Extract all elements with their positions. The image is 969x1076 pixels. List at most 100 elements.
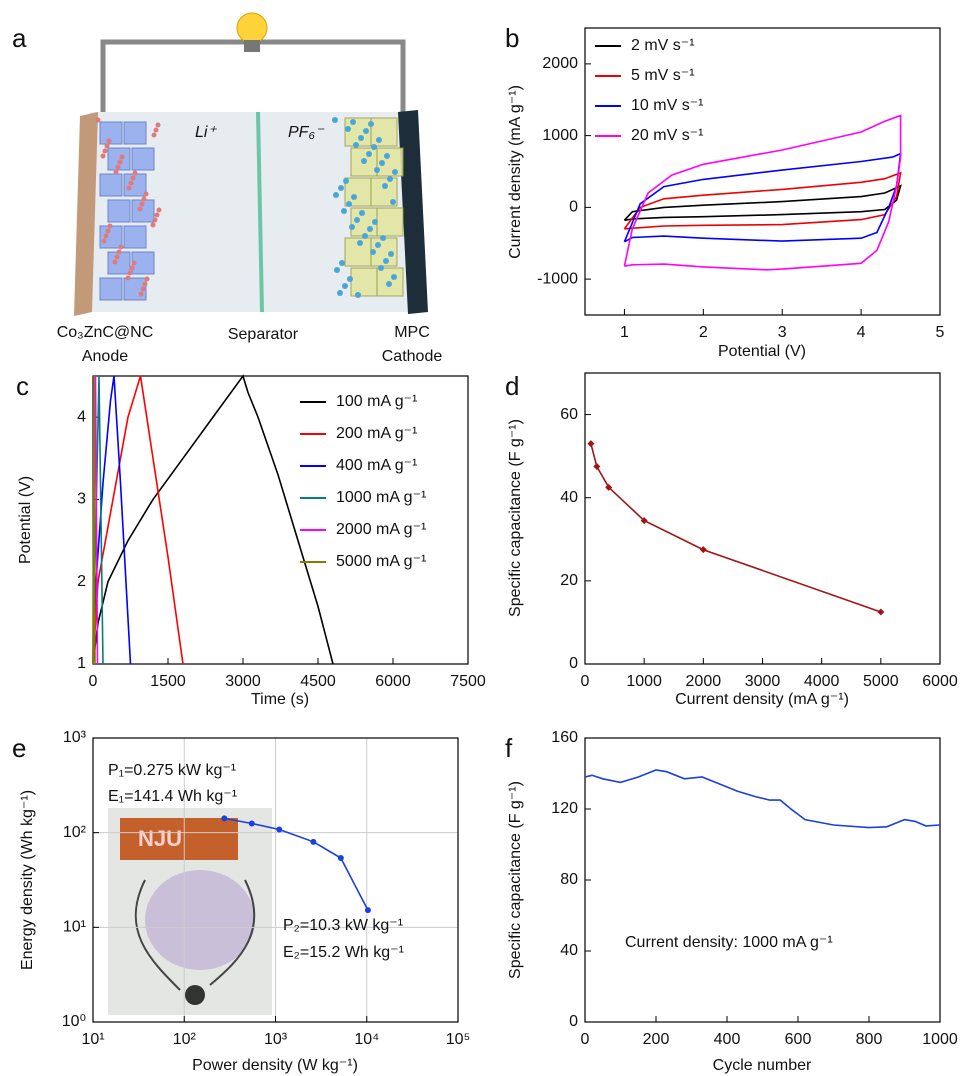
anode-cube [123, 225, 147, 249]
x-tick-label: 1 [620, 324, 629, 341]
anode-particle [140, 286, 146, 292]
y-tick-label: 80 [560, 871, 578, 888]
anion [380, 235, 386, 241]
ion-label: PF₆⁻ [288, 124, 325, 141]
marker [337, 855, 344, 862]
anion [384, 153, 390, 159]
anion [351, 194, 357, 200]
legend-label: 100 mA g⁻¹ [336, 393, 417, 410]
anion [391, 274, 397, 280]
panel-label: e [12, 733, 26, 763]
annotation: E₂=15.2 Wh kg⁻¹ [283, 944, 404, 961]
plot-frame [584, 737, 941, 1023]
battery [185, 985, 205, 1005]
y-tick-label: 0 [569, 655, 578, 672]
y-tick-label: 10² [63, 824, 87, 841]
anode-particle [141, 196, 147, 202]
marker [593, 463, 601, 471]
x-tick-label: 4500 [300, 673, 336, 690]
anode-cube [99, 225, 123, 249]
anion [354, 217, 360, 223]
electrode-label: Co₃ZnC@NC [57, 324, 154, 341]
anode-particle [131, 260, 137, 266]
anion [358, 135, 364, 141]
marker [248, 820, 255, 827]
legend-label: 200 mA g⁻¹ [336, 425, 417, 442]
electrode-label: Anode [82, 348, 128, 365]
logo [145, 870, 255, 970]
anion [349, 224, 355, 230]
y-tick-label: 40 [560, 489, 578, 506]
anion [379, 160, 385, 166]
x-axis-label: Power density (W kg⁻¹) [192, 1057, 358, 1074]
x-axis-label: Potential (V) [718, 343, 806, 360]
anion [353, 142, 359, 148]
anode-particle [116, 249, 122, 255]
panel-label: c [16, 371, 29, 401]
legend-label: 10 mV s⁻¹ [631, 97, 703, 114]
y-axis-label: Potential (V) [17, 476, 34, 564]
panel-label: b [505, 23, 519, 53]
x-tick-label: 1000 [626, 673, 662, 690]
y-tick-label: 20 [560, 572, 578, 589]
x-tick-label: 4000 [804, 673, 840, 690]
anode-particle [154, 212, 160, 218]
cathode-cube [350, 267, 378, 297]
marker [640, 517, 648, 525]
anode-particle [143, 191, 149, 197]
anion [343, 178, 349, 184]
y-tick-label: 10³ [63, 729, 87, 746]
anion [347, 276, 353, 282]
panel-label: d [505, 371, 519, 401]
anode-particle [156, 207, 162, 213]
anode-particle [151, 132, 157, 138]
legend-label: 5000 mA g⁻¹ [336, 553, 426, 570]
marker [877, 608, 885, 616]
anion [374, 167, 380, 173]
x-tick-label: 10⁴ [354, 1031, 379, 1048]
anode-particle [138, 291, 144, 297]
anion [372, 219, 378, 225]
y-axis-label: Current density (mA g⁻¹) [507, 85, 524, 259]
anion [392, 169, 398, 175]
x-tick-label: 5 [936, 324, 945, 341]
y-tick-label: 1000 [542, 127, 578, 144]
anion [368, 121, 374, 127]
ion-label: Li⁺ [195, 124, 217, 141]
x-tick-label: 5000 [863, 673, 899, 690]
anode-particle [102, 148, 108, 154]
x-tick-label: 2 [699, 324, 708, 341]
separator [256, 111, 264, 313]
anion [376, 137, 382, 143]
anion [375, 242, 381, 248]
wires [134, 879, 256, 991]
y-tick-label: 40 [560, 942, 578, 959]
inset-photo: NJU [108, 808, 272, 1015]
anion [338, 185, 344, 191]
anode-particle [107, 223, 113, 229]
y-axis-label: Specific capacitance (F g⁻¹) [507, 419, 524, 617]
annotation: Current density: 1000 mA g⁻¹ [625, 934, 833, 951]
x-tick-label: 6000 [922, 673, 958, 690]
x-tick-label: 7500 [450, 673, 486, 690]
anode-particle [132, 170, 138, 176]
anode-cube [99, 173, 123, 197]
anion [363, 128, 369, 134]
x-tick-label: 400 [714, 1031, 741, 1048]
anode-particle [95, 117, 101, 123]
anion [345, 126, 351, 132]
x-tick-label: 3000 [225, 673, 261, 690]
anode-particle [115, 164, 121, 170]
data-line [224, 817, 369, 911]
data-line [623, 152, 902, 243]
anode-particle [117, 159, 123, 165]
cell [80, 112, 420, 312]
anode-particle [155, 122, 161, 128]
anion [332, 117, 338, 123]
x-tick-label: 0 [581, 673, 590, 690]
marker [587, 440, 595, 448]
anion [355, 292, 361, 298]
y-tick-label: 3 [77, 491, 86, 508]
panel-label: a [12, 23, 27, 53]
y-tick-label: 120 [551, 800, 578, 817]
